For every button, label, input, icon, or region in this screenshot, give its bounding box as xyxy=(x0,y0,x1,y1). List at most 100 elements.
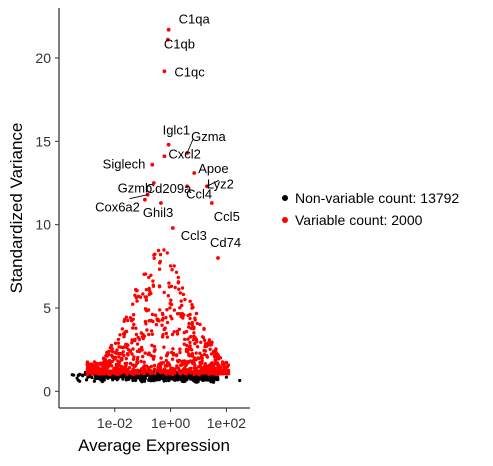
variable-point xyxy=(190,321,194,325)
variable-point xyxy=(205,355,210,359)
variable-point xyxy=(203,342,208,346)
variable-point xyxy=(208,366,212,370)
variable-point xyxy=(185,361,189,365)
variable-point xyxy=(101,361,105,365)
leader-line-lyz2 xyxy=(206,179,220,187)
variable-point xyxy=(183,297,187,302)
non-variable-point xyxy=(121,375,125,379)
variable-point xyxy=(193,341,197,346)
variable-point xyxy=(130,352,134,356)
variable-point xyxy=(112,356,117,360)
variable-point xyxy=(193,363,197,367)
variable-point xyxy=(159,369,163,373)
variable-point xyxy=(218,365,223,369)
variable-point xyxy=(178,291,182,295)
variable-point xyxy=(202,371,206,375)
non-variable-point xyxy=(224,375,228,379)
non-variable-point xyxy=(151,376,156,380)
variable-point xyxy=(212,355,217,359)
variable-point xyxy=(145,328,149,332)
variable-point xyxy=(120,327,125,331)
variable-point xyxy=(152,349,156,353)
variable-point xyxy=(202,352,207,357)
variable-point xyxy=(191,305,195,309)
variable-point xyxy=(178,350,182,355)
variable-point xyxy=(187,352,191,356)
y-axis-title: Standardized Variance xyxy=(7,123,26,294)
variable-point xyxy=(186,337,190,341)
x-axis-ticks: 1e-02 1e+00 1e+02 xyxy=(97,408,246,431)
variable-point xyxy=(116,359,120,363)
variable-point xyxy=(188,340,192,345)
variable-point xyxy=(144,295,149,299)
variable-point xyxy=(182,360,186,364)
variable-point xyxy=(142,360,146,364)
variable-point xyxy=(191,360,196,364)
non-variable-point xyxy=(126,377,130,381)
variable-point xyxy=(182,313,186,317)
variable-point xyxy=(128,316,133,320)
variable-point xyxy=(224,368,229,372)
variable-point xyxy=(173,285,177,290)
variable-point xyxy=(186,325,191,329)
variable-point xyxy=(124,329,129,334)
variable-point xyxy=(195,345,200,349)
non-variable-point xyxy=(145,373,149,377)
variable-point xyxy=(113,341,118,345)
variable-point xyxy=(180,286,185,290)
non-variable-point xyxy=(214,375,218,379)
non-variable-point xyxy=(70,373,74,377)
variable-point xyxy=(141,292,145,296)
variable-point xyxy=(166,361,171,365)
variable-point xyxy=(161,333,165,337)
variable-point-ccl4 xyxy=(185,184,190,189)
variable-point xyxy=(194,368,198,372)
variable-point xyxy=(208,342,212,346)
non-variable-point xyxy=(138,378,143,382)
variable-point xyxy=(134,332,139,337)
variable-point xyxy=(143,319,148,324)
variable-point xyxy=(167,281,171,285)
variable-point xyxy=(175,365,179,370)
variable-point xyxy=(176,281,180,285)
non-variable-point xyxy=(78,379,82,383)
variable-point xyxy=(172,367,176,372)
variable-point xyxy=(203,362,207,366)
variable-point xyxy=(169,284,174,288)
gene-label-ccl3: Ccl3 xyxy=(181,228,207,243)
gene-label-gzma: Gzma xyxy=(191,129,226,144)
variable-point xyxy=(91,366,95,371)
variable-point-siglech xyxy=(150,162,155,167)
non-variable-point xyxy=(76,373,80,377)
variable-point xyxy=(151,284,156,288)
variable-point xyxy=(131,326,135,330)
variable-point xyxy=(199,340,203,344)
variable-point xyxy=(177,327,182,331)
variable-point xyxy=(97,368,102,372)
non-variable-point xyxy=(81,374,85,378)
variable-point xyxy=(110,349,115,354)
variable-point xyxy=(110,359,115,364)
variable-point xyxy=(132,355,136,359)
variable-point xyxy=(162,367,167,371)
variable-point xyxy=(126,353,130,357)
non-variable-point xyxy=(216,377,220,382)
variable-point xyxy=(128,361,133,366)
variable-point xyxy=(133,337,137,342)
variable-point xyxy=(166,294,170,298)
variable-point xyxy=(168,301,172,306)
variable-point xyxy=(117,355,121,359)
variable-point xyxy=(164,358,168,363)
variable-point xyxy=(148,369,153,373)
variable-point xyxy=(160,311,165,316)
variable-point xyxy=(164,315,168,320)
variable-point xyxy=(152,256,156,260)
variable-point xyxy=(188,316,192,321)
variable-point-cd74 xyxy=(216,256,220,260)
variable-point xyxy=(183,366,187,370)
variable-point xyxy=(177,358,182,363)
variable-point xyxy=(143,272,148,276)
variable-point xyxy=(124,356,128,361)
